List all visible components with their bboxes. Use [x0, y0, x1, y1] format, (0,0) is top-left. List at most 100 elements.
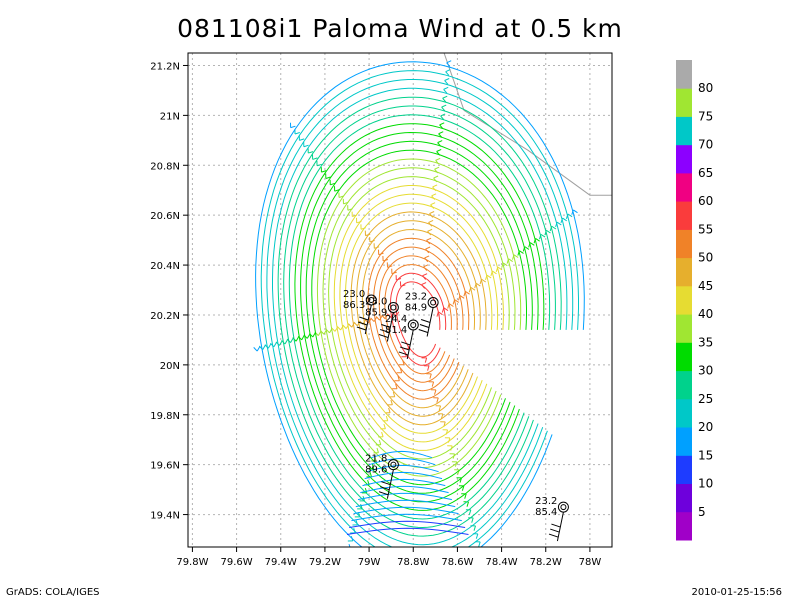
streamline-arrow: [430, 204, 435, 209]
streamline-arrow: [334, 326, 339, 332]
streamline-arrow: [329, 328, 333, 334]
streamline-arrow: [375, 316, 380, 321]
streamline-arrow: [424, 255, 430, 259]
obs-station: [557, 501, 569, 513]
wind-barb-flag: [399, 346, 410, 351]
streamline-arrow: [395, 383, 398, 389]
streamline-arrow: [429, 213, 434, 218]
streamline-arrow: [539, 234, 542, 240]
streamline-arrow: [468, 509, 472, 515]
streamline-arrow: [436, 397, 439, 403]
y-tick-label: 19.4N: [150, 511, 180, 522]
streamline-arrow: [299, 138, 305, 141]
streamline-arrow: [468, 287, 472, 293]
streamline-arrow: [301, 335, 305, 341]
x-tick-label: 78.4W: [486, 557, 518, 568]
streamline-arrow: [352, 214, 358, 218]
colorbar-segment: [676, 455, 692, 484]
obs-label-2: 85.9: [365, 307, 387, 318]
obs-label-1: 23.2: [405, 291, 427, 302]
colorbar-segment: [676, 398, 692, 428]
streamline-arrow: [397, 375, 400, 381]
obs-label-1: 23.0: [343, 289, 365, 300]
obs-station-inner: [368, 297, 375, 303]
streamline-arrow: [373, 317, 378, 322]
footer-credit: GrADS: COLA/IGES: [6, 587, 100, 598]
streamline-arrow: [368, 318, 372, 324]
streamline-arrow: [443, 307, 449, 312]
streamline-arrow: [463, 291, 466, 297]
x-tick-label: 78W: [579, 557, 602, 568]
streamline-arrow: [422, 275, 427, 280]
streamline-arrow: [435, 160, 440, 165]
streamline: [395, 281, 441, 358]
streamline-arrow: [426, 237, 432, 241]
streamline-arrow: [351, 322, 355, 328]
streamline-arrow: [533, 238, 536, 244]
streamline-arrow: [560, 217, 563, 224]
streamline-arrow: [497, 266, 503, 271]
obs-label-2: 89.6: [365, 465, 387, 476]
wind-barb-flag: [401, 341, 411, 346]
streamline-arrow: [345, 324, 350, 329]
streamline-arrow: [331, 327, 336, 332]
streamline-arrow: [321, 170, 327, 173]
streamline-arrow: [458, 295, 461, 301]
streamline-arrow: [325, 176, 331, 179]
streamline-arrow: [429, 211, 435, 215]
streamline-arrow: [495, 266, 499, 272]
streamline-arrow: [378, 439, 382, 445]
streamline-arrow: [432, 184, 438, 188]
streamline: [351, 513, 462, 522]
streamline-arrow: [490, 270, 493, 277]
y-tick-label: 21.2N: [150, 61, 180, 72]
streamline-arrow: [441, 307, 445, 313]
obs-label-1: 23.2: [535, 496, 557, 507]
colorbar-label: 35: [698, 335, 713, 349]
colorbar-label: 45: [698, 279, 713, 293]
colorbar-label: 75: [698, 110, 713, 124]
wind-barb-flag: [548, 533, 559, 538]
streamline-arrow: [429, 373, 432, 379]
streamline-arrow: [294, 132, 300, 135]
colorbar-segment: [676, 60, 692, 89]
streamline-arrow: [439, 122, 445, 126]
streamline-arrow: [443, 86, 449, 90]
streamline-arrow: [470, 286, 476, 291]
y-tick-label: 20.6N: [150, 211, 180, 222]
streamline-arrow: [425, 248, 430, 254]
streamline-arrow: [555, 222, 558, 228]
streamline: [272, 87, 568, 546]
streamline-arrow: [502, 262, 508, 267]
colorbar-label: 40: [698, 307, 713, 321]
streamline-arrow: [353, 321, 358, 327]
streamline-arrow: [473, 525, 476, 531]
streamline: [328, 176, 510, 460]
obs-label-2: 86.3: [343, 300, 365, 311]
streamline-arrow: [347, 323, 353, 328]
streamline-arrow: [342, 324, 347, 329]
streamline: [360, 485, 449, 494]
streamline-arrow: [421, 282, 427, 286]
streamline-arrow: [316, 163, 322, 167]
streamline-arrow: [423, 264, 429, 268]
colorbar-segment: [676, 342, 692, 372]
streamline-arrow: [431, 195, 436, 200]
streamline-arrow: [436, 311, 439, 317]
streamline-arrow: [452, 299, 456, 305]
wind-barb-flag: [378, 334, 389, 338]
obs-label-2: 84.9: [405, 302, 427, 313]
streamline: [373, 246, 464, 392]
streamline-arrow: [454, 299, 460, 303]
streamline: [353, 506, 459, 515]
streamline-arrow: [273, 342, 277, 348]
streamline: [364, 471, 443, 480]
streamline-arrow: [402, 359, 405, 365]
streamline-arrow: [524, 246, 530, 250]
streamline-arrow: [365, 233, 371, 237]
streamline-arrow: [348, 543, 351, 547]
wind-barb-flag: [550, 528, 560, 533]
streamline-arrow: [369, 471, 372, 477]
streamline-arrow: [423, 266, 428, 271]
wind-barb-flag: [380, 486, 390, 491]
